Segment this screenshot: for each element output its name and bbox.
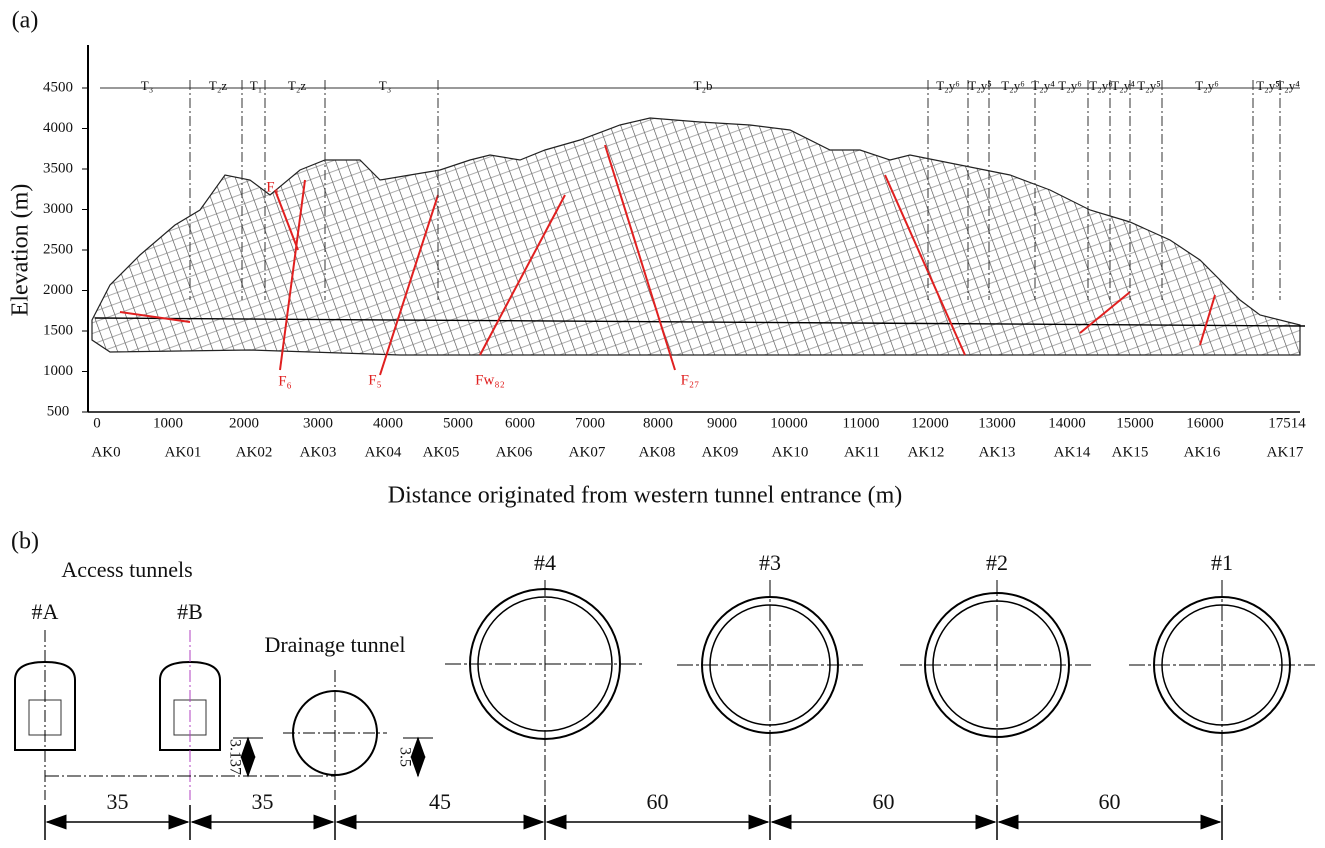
y-tick-label: 3000: [43, 201, 73, 217]
y-tick-label: 2500: [43, 241, 73, 257]
stratum-label: T₂b: [694, 78, 713, 93]
stratum-label: T₂y⁴: [1276, 78, 1300, 93]
spacing-label: 35: [252, 789, 274, 814]
height-label: 3.137: [226, 739, 243, 775]
x-tick-label: 13000: [978, 415, 1016, 431]
y-tick-label: 500: [47, 403, 70, 419]
station-label: AK06: [496, 444, 533, 460]
station-label: AK0: [91, 444, 120, 460]
y-tick-label: 4000: [43, 120, 73, 136]
x-tick-label: 10000: [770, 415, 808, 431]
tunnel-line: [94, 317, 1306, 327]
stratum-label: T₃: [379, 78, 391, 93]
panel-label: (a): [12, 8, 39, 34]
spacing-label: 60: [873, 789, 895, 814]
station-label: AK14: [1054, 444, 1091, 460]
station-label: AK08: [639, 444, 676, 460]
stratum-label: T₂y⁶: [1058, 78, 1082, 93]
main-tunnel-label: #4: [534, 550, 556, 575]
x-axis-title: Distance originated from western tunnel …: [388, 483, 902, 509]
station-label: AK03: [300, 444, 337, 460]
main-tunnel-label: #3: [759, 550, 781, 575]
stratum-label: T₂y⁶: [1001, 78, 1025, 93]
x-tick-label: 9000: [707, 415, 737, 431]
station-label: AK09: [702, 444, 739, 460]
x-tick-label: 15000: [1116, 415, 1154, 431]
station-label: AK16: [1184, 444, 1221, 460]
station-label: AK02: [236, 444, 273, 460]
access-tunnel-label: #B: [177, 599, 203, 624]
spacing-label: 35: [107, 789, 129, 814]
fault-label: Fw₈₂: [475, 372, 505, 388]
terrain-profile: [91, 117, 1301, 356]
x-tick-label: 5000: [443, 415, 473, 431]
x-tick-label: 3000: [303, 415, 333, 431]
stratum-label: T₂z: [209, 78, 227, 93]
station-label: AK07: [569, 444, 606, 460]
station-label: AK05: [423, 444, 460, 460]
drainage-title: Drainage tunnel: [264, 632, 405, 657]
x-tick-label: 16000: [1186, 415, 1224, 431]
stratum-label: T₂y⁵: [1256, 78, 1280, 93]
station-label: AK12: [908, 444, 945, 460]
fault-label: F₆: [278, 373, 292, 389]
main-tunnel-label: #1: [1211, 550, 1233, 575]
station-label: AK01: [165, 444, 202, 460]
y-axis-title: Elevation (m): [8, 184, 34, 317]
fault-lines: [119, 144, 1216, 376]
access-tunnel-label: #A: [32, 599, 59, 624]
stratum-label: T₂y⁶: [1195, 78, 1219, 93]
station-label: AK13: [979, 444, 1016, 460]
y-tick-label: 2000: [43, 282, 73, 298]
station-label: AK15: [1112, 444, 1149, 460]
stratum-label: T₂y⁶: [1089, 78, 1113, 93]
stratum-label: T₂y⁵: [968, 78, 992, 93]
panel-a: [87, 45, 1306, 413]
fault-label: F₂₇: [681, 372, 700, 388]
panel-label: (b): [11, 529, 39, 555]
station-label: AK17: [1267, 444, 1304, 460]
y-tick-label: 4500: [43, 79, 73, 95]
stratum-label: T₂z: [288, 78, 306, 93]
x-tick-label: 7000: [575, 415, 605, 431]
stratum-label: T₂y⁶: [936, 78, 960, 93]
y-tick-label: 1000: [43, 363, 73, 379]
stratum-label: T₁: [250, 78, 262, 93]
height-label: 3.5: [396, 747, 413, 767]
spacing-label: 45: [429, 789, 451, 814]
x-tick-label: 2000: [229, 415, 259, 431]
fault-label: F₅: [368, 372, 382, 388]
x-tick-label: 4000: [373, 415, 403, 431]
station-label: AK11: [844, 444, 880, 460]
stratum-label: T₂y⁴: [1111, 78, 1135, 93]
main-tunnel-label: #2: [986, 550, 1008, 575]
station-label: AK10: [772, 444, 809, 460]
spacing-label: 60: [647, 789, 669, 814]
panel-b: [14, 580, 1315, 840]
y-tick-label: 1500: [43, 322, 73, 338]
boundary-lines: [189, 80, 1281, 300]
x-tick-label: 12000: [911, 415, 949, 431]
stratum-label: T₂y⁵: [1137, 78, 1161, 93]
spacing-label: 60: [1099, 789, 1121, 814]
access-title: Access tunnels: [61, 557, 192, 582]
x-tick-label: 11000: [843, 415, 880, 431]
x-tick-label: 6000: [505, 415, 535, 431]
x-tick-label: 8000: [643, 415, 673, 431]
x-tick-label: 17514: [1268, 415, 1306, 431]
fault-label: F₁: [266, 179, 280, 195]
x-tick-label: 1000: [153, 415, 183, 431]
x-tick-label: 14000: [1048, 415, 1086, 431]
stratum-label: T₃: [141, 78, 153, 93]
y-tick-label: 3500: [43, 160, 73, 176]
station-label: AK04: [365, 444, 402, 460]
stratum-label: T₂y⁴: [1031, 78, 1055, 93]
x-tick-label: 0: [93, 415, 101, 431]
